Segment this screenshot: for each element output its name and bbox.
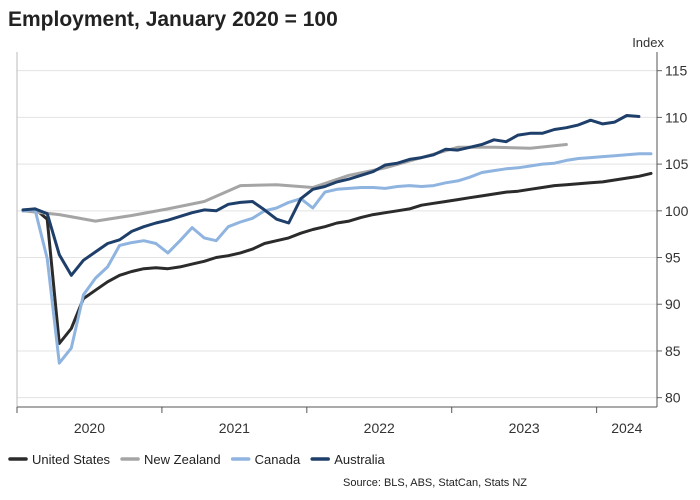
y-tick-label: 95 — [665, 250, 681, 266]
series-line-australia — [21, 114, 641, 277]
x-tick-label: 2021 — [219, 420, 250, 436]
x-tick-label: 2023 — [509, 420, 540, 436]
axes: 80 85 90 95 100 105 110 115 2020 2021 2022 2023 2024 — [16, 52, 689, 436]
chart-title: Employment, January 2020 = 100 — [8, 8, 338, 31]
y-axis-label: Index — [632, 35, 664, 50]
source-note: Source: BLS, ABS, StatCan, Stats NZ — [343, 477, 527, 489]
x-tick-label: 2020 — [74, 420, 105, 436]
y-tick-label: 100 — [665, 203, 689, 219]
legend: United States New Zealand Canada Australia — [8, 452, 386, 467]
legend-label-australia: Australia — [334, 452, 385, 467]
x-tick-label: 2022 — [364, 420, 395, 436]
legend-label-new-zealand: New Zealand — [144, 452, 221, 467]
y-tick-label: 80 — [665, 390, 681, 406]
y-tick-label: 110 — [665, 109, 688, 125]
y-tick-label: 115 — [665, 63, 688, 79]
series-line-canada — [21, 152, 653, 365]
series-line-united-states — [21, 171, 653, 345]
y-tick-label: 85 — [665, 343, 681, 359]
y-tick-label: 90 — [665, 296, 681, 312]
legend-label-canada: Canada — [255, 452, 301, 467]
y-tick-label: 105 — [665, 156, 689, 172]
gridlines — [17, 70, 657, 399]
series-lines — [21, 114, 653, 365]
legend-label-united-states: United States — [32, 452, 111, 467]
x-tick-label: 2024 — [611, 420, 642, 436]
